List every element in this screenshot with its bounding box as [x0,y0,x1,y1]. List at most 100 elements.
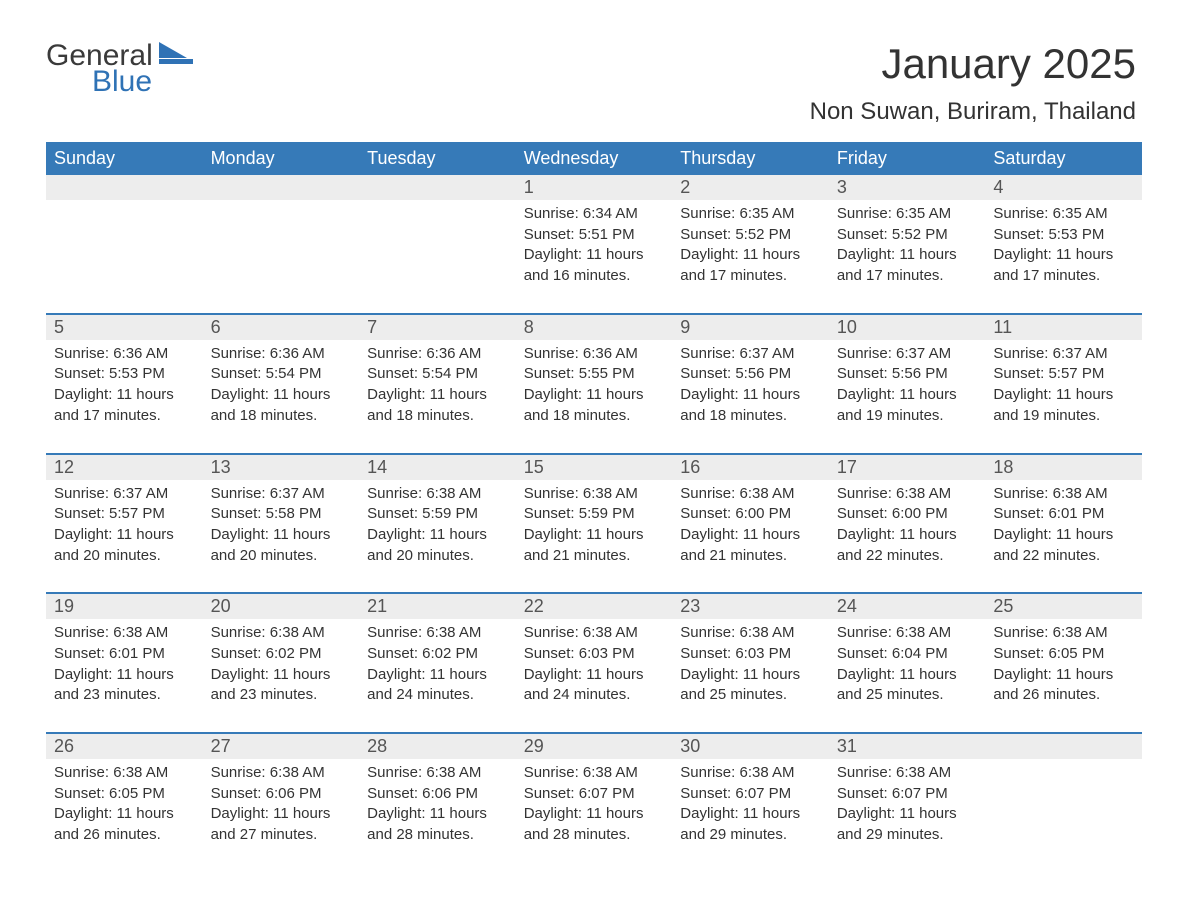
weekday-header: Sunday [46,142,203,175]
daylight-line: Daylight: 11 hours and 18 minutes. [211,385,352,426]
weekday-header: Monday [203,142,360,175]
day-number: 27 [203,734,360,759]
day-cell: Sunrise: 6:38 AMSunset: 6:04 PMDaylight:… [829,619,986,732]
sunrise-line: Sunrise: 6:36 AM [367,344,508,365]
day-cell: Sunrise: 6:38 AMSunset: 6:05 PMDaylight:… [46,759,203,872]
daylight-line: Daylight: 11 hours and 23 minutes. [54,665,195,706]
day-number: 1 [516,175,673,200]
day-cell [359,200,516,313]
daylight-line: Daylight: 11 hours and 17 minutes. [680,245,821,286]
sunrise-line: Sunrise: 6:38 AM [837,623,978,644]
daylight-line: Daylight: 11 hours and 16 minutes. [524,245,665,286]
page-title: January 2025 [810,40,1136,88]
day-cell: Sunrise: 6:37 AMSunset: 5:57 PMDaylight:… [985,340,1142,453]
day-number: 24 [829,594,986,619]
sunset-line: Sunset: 5:54 PM [367,364,508,385]
day-number: 23 [672,594,829,619]
daylight-line: Daylight: 11 hours and 20 minutes. [367,525,508,566]
sunrise-line: Sunrise: 6:38 AM [54,763,195,784]
day-cell: Sunrise: 6:35 AMSunset: 5:53 PMDaylight:… [985,200,1142,313]
day-number: 19 [46,594,203,619]
day-cell: Sunrise: 6:38 AMSunset: 6:06 PMDaylight:… [359,759,516,872]
logo-text-bottom: Blue [92,66,153,98]
location-subtitle: Non Suwan, Buriram, Thailand [810,98,1136,126]
sunset-line: Sunset: 5:54 PM [211,364,352,385]
sunset-line: Sunset: 6:03 PM [524,644,665,665]
daylight-line: Daylight: 11 hours and 28 minutes. [367,804,508,845]
day-number: 20 [203,594,360,619]
daynum-strip: 567891011 [46,315,1142,340]
sunset-line: Sunset: 6:05 PM [54,784,195,805]
daylight-line: Daylight: 11 hours and 18 minutes. [524,385,665,426]
day-number: 9 [672,315,829,340]
sunset-line: Sunset: 6:03 PM [680,644,821,665]
daylight-line: Daylight: 11 hours and 22 minutes. [993,525,1134,566]
weekday-header: Friday [829,142,986,175]
sunset-line: Sunset: 5:53 PM [993,225,1134,246]
day-number [359,175,516,200]
daybody-strip: Sunrise: 6:34 AMSunset: 5:51 PMDaylight:… [46,200,1142,313]
day-number: 11 [985,315,1142,340]
daylight-line: Daylight: 11 hours and 25 minutes. [837,665,978,706]
day-cell: Sunrise: 6:38 AMSunset: 6:01 PMDaylight:… [46,619,203,732]
day-number: 6 [203,315,360,340]
sunrise-line: Sunrise: 6:38 AM [367,484,508,505]
sunrise-line: Sunrise: 6:37 AM [680,344,821,365]
daylight-line: Daylight: 11 hours and 29 minutes. [837,804,978,845]
day-cell [985,759,1142,872]
daylight-line: Daylight: 11 hours and 21 minutes. [524,525,665,566]
sunrise-line: Sunrise: 6:38 AM [680,623,821,644]
day-cell: Sunrise: 6:38 AMSunset: 6:02 PMDaylight:… [203,619,360,732]
sunset-line: Sunset: 6:05 PM [993,644,1134,665]
sunset-line: Sunset: 6:02 PM [367,644,508,665]
sunset-line: Sunset: 6:04 PM [837,644,978,665]
day-number: 16 [672,455,829,480]
logo: General Blue [46,40,193,97]
calendar-week: 12131415161718Sunrise: 6:37 AMSunset: 5:… [46,453,1142,593]
calendar-week: 1234Sunrise: 6:34 AMSunset: 5:51 PMDayli… [46,175,1142,313]
day-number: 15 [516,455,673,480]
sunrise-line: Sunrise: 6:37 AM [211,484,352,505]
day-cell: Sunrise: 6:37 AMSunset: 5:56 PMDaylight:… [829,340,986,453]
day-number: 3 [829,175,986,200]
sunrise-line: Sunrise: 6:35 AM [680,204,821,225]
sunrise-line: Sunrise: 6:36 AM [524,344,665,365]
daylight-line: Daylight: 11 hours and 19 minutes. [993,385,1134,426]
sunrise-line: Sunrise: 6:38 AM [680,763,821,784]
sunset-line: Sunset: 6:06 PM [367,784,508,805]
daylight-line: Daylight: 11 hours and 26 minutes. [993,665,1134,706]
day-number: 10 [829,315,986,340]
daybody-strip: Sunrise: 6:38 AMSunset: 6:05 PMDaylight:… [46,759,1142,872]
daylight-line: Daylight: 11 hours and 19 minutes. [837,385,978,426]
day-cell [46,200,203,313]
daylight-line: Daylight: 11 hours and 18 minutes. [680,385,821,426]
sunset-line: Sunset: 5:57 PM [54,504,195,525]
sunrise-line: Sunrise: 6:36 AM [54,344,195,365]
daylight-line: Daylight: 11 hours and 26 minutes. [54,804,195,845]
daylight-line: Daylight: 11 hours and 20 minutes. [211,525,352,566]
day-cell: Sunrise: 6:38 AMSunset: 6:00 PMDaylight:… [829,480,986,593]
sunrise-line: Sunrise: 6:38 AM [524,623,665,644]
sunrise-line: Sunrise: 6:37 AM [993,344,1134,365]
sunset-line: Sunset: 6:07 PM [837,784,978,805]
weekday-header: Tuesday [359,142,516,175]
day-cell: Sunrise: 6:35 AMSunset: 5:52 PMDaylight:… [672,200,829,313]
sunset-line: Sunset: 6:02 PM [211,644,352,665]
day-number: 17 [829,455,986,480]
calendar-week: 19202122232425Sunrise: 6:38 AMSunset: 6:… [46,592,1142,732]
sunset-line: Sunset: 6:06 PM [211,784,352,805]
sunset-line: Sunset: 6:00 PM [837,504,978,525]
day-cell: Sunrise: 6:38 AMSunset: 6:05 PMDaylight:… [985,619,1142,732]
weeks-container: 1234Sunrise: 6:34 AMSunset: 5:51 PMDayli… [46,175,1142,872]
daynum-strip: 1234 [46,175,1142,200]
weekday-header-row: SundayMondayTuesdayWednesdayThursdayFrid… [46,142,1142,175]
day-cell: Sunrise: 6:35 AMSunset: 5:52 PMDaylight:… [829,200,986,313]
day-number: 30 [672,734,829,759]
day-number [203,175,360,200]
sunrise-line: Sunrise: 6:38 AM [837,763,978,784]
day-number: 2 [672,175,829,200]
sunset-line: Sunset: 5:52 PM [837,225,978,246]
sunrise-line: Sunrise: 6:38 AM [367,763,508,784]
day-cell: Sunrise: 6:36 AMSunset: 5:54 PMDaylight:… [203,340,360,453]
sunrise-line: Sunrise: 6:38 AM [211,623,352,644]
